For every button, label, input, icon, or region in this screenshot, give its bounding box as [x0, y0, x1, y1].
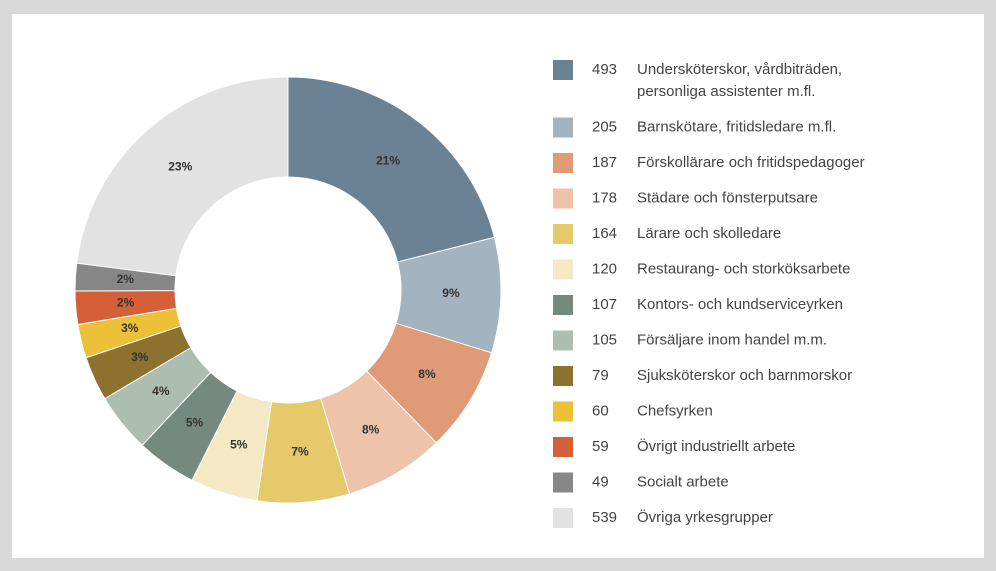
legend-swatch [553, 472, 573, 493]
legend-swatch [553, 259, 573, 280]
legend-label: Restaurang- och storköksarbete [637, 260, 850, 277]
slice-label: 5% [186, 416, 204, 430]
legend-label: Kontors- och kundserviceyrken [637, 296, 843, 313]
legend-swatch [553, 366, 573, 386]
legend-label: Förskollärare och fritidspedagoger [637, 154, 865, 171]
legend-swatch [553, 153, 573, 173]
slice-label: 8% [418, 367, 436, 381]
donut-slice [287, 76, 495, 263]
slice-label: 5% [230, 438, 248, 452]
slice-label: 7% [291, 445, 309, 459]
donut-slice [76, 76, 289, 277]
legend-value: 60 [592, 402, 609, 419]
legend-value: 107 [592, 296, 617, 313]
legend-value: 105 [592, 331, 617, 348]
legend-label: Barnskötare, fritidsledare m.fl. [637, 118, 836, 135]
legend-swatch [553, 508, 573, 528]
slice-label: 3% [131, 350, 149, 364]
slice-label: 8% [362, 423, 380, 437]
legend-swatch [553, 188, 573, 209]
legend-value: 539 [592, 509, 617, 526]
legend-value: 49 [592, 473, 609, 490]
legend-value: 493 [592, 61, 617, 78]
legend-swatch [553, 224, 573, 244]
legend-value: 178 [592, 189, 617, 206]
legend-label: Chefsyrken [637, 402, 713, 419]
slice-label: 4% [152, 384, 170, 398]
legend-label: Försäljare inom handel m.m. [637, 331, 827, 348]
legend-label: Lärare och skolledare [637, 225, 781, 242]
legend-value: 164 [592, 225, 617, 242]
legend-swatch [553, 295, 573, 315]
slice-label: 9% [442, 286, 460, 300]
legend-value: 79 [592, 367, 609, 384]
legend-label: Städare och fönsterputsare [637, 189, 818, 206]
legend-label: Sjuksköterskor och barnmorskor [637, 367, 852, 384]
legend-value: 205 [592, 118, 617, 135]
slice-label: 3% [121, 321, 139, 335]
slice-label: 23% [168, 160, 192, 174]
legend-value: 120 [592, 260, 617, 277]
slice-label: 2% [117, 272, 135, 286]
legend-swatch [553, 401, 573, 422]
legend-swatch [553, 117, 573, 138]
legend-swatch [553, 60, 573, 80]
legend-value: 187 [592, 154, 617, 171]
legend-label: Övriga yrkesgrupper [637, 508, 773, 526]
legend-label: Övrigt industriellt arbete [637, 437, 795, 455]
legend-swatch [553, 330, 573, 351]
legend-label: Undersköterskor, vårdbiträden, personliga… [637, 61, 842, 100]
legend-swatch [553, 437, 573, 457]
legend-value: 59 [592, 438, 609, 455]
slice-label: 21% [376, 153, 400, 167]
slice-label: 2% [117, 296, 135, 310]
legend-label: Socialt arbete [637, 473, 729, 490]
